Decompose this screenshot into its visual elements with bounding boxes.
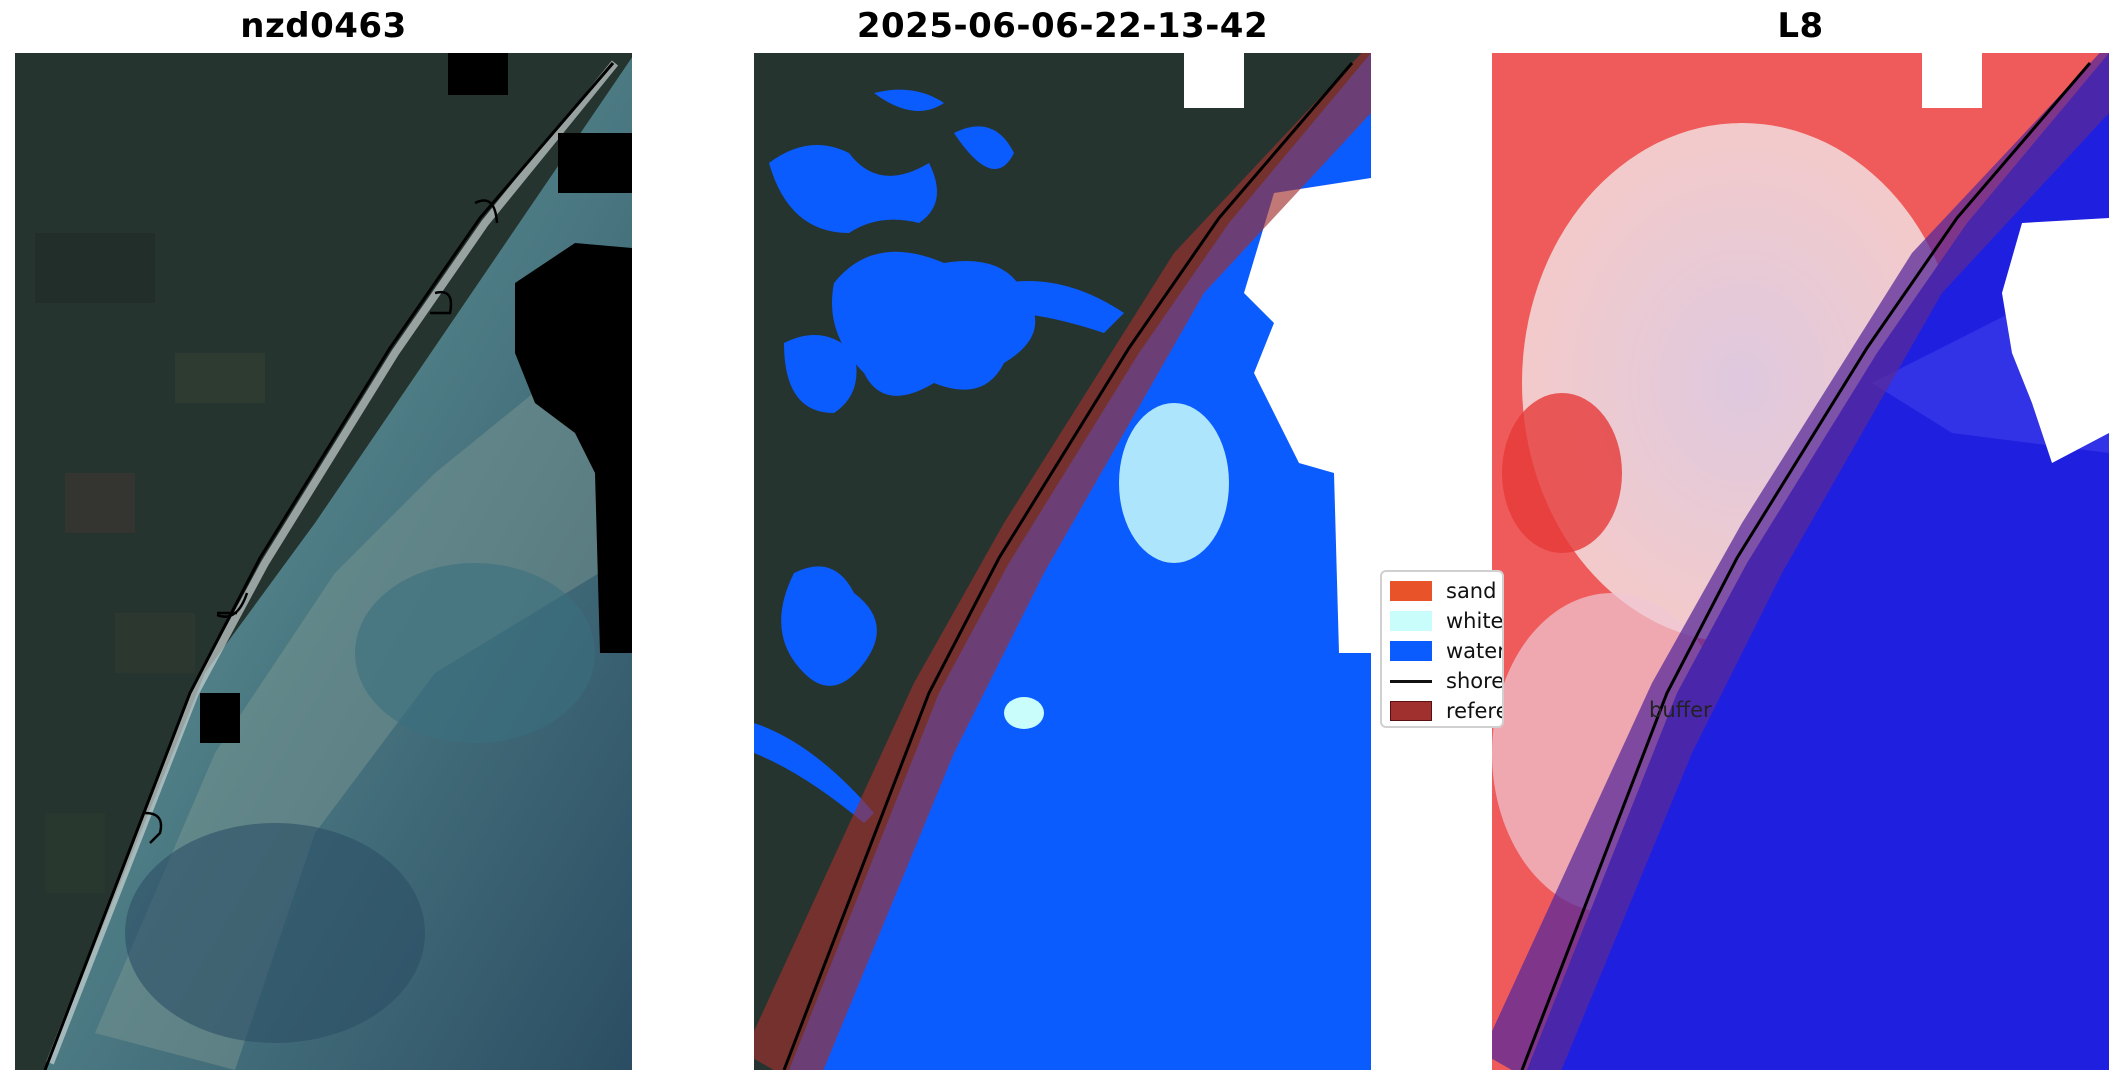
panel-title-index: L8: [1777, 6, 1824, 46]
buffer-label-overlay: buffer: [1649, 698, 1712, 722]
panel-title-rgb: nzd0463: [240, 6, 407, 46]
classified-image-panel: [754, 53, 1371, 1070]
legend-swatch: [1390, 701, 1432, 721]
panel-title-classified: 2025-06-06-22-13-42: [856, 6, 1269, 46]
legend-swatch: [1390, 641, 1432, 661]
rgb-image-panel: [15, 53, 632, 1070]
legend-label: shoreline: [1446, 669, 1504, 693]
legend-swatch: [1390, 581, 1432, 601]
legend-label: reference shoreline buffer: [1446, 699, 1502, 723]
legend-swatch: [1390, 611, 1432, 631]
legend-label: sand: [1446, 579, 1497, 603]
legend-item-shoreline: shoreline: [1390, 669, 1504, 693]
legend-item-reference-buffer: reference shoreline buffer: [1390, 699, 1502, 723]
legend-label: water: [1446, 639, 1504, 663]
legend-item-sand: sand: [1390, 579, 1497, 603]
classified-image: [754, 53, 1371, 1070]
legend-line: [1390, 679, 1432, 683]
index-image: [1492, 53, 2109, 1070]
index-image-panel: buffer: [1492, 53, 2109, 1070]
legend-item-water: water: [1390, 639, 1504, 663]
rgb-image: [15, 53, 632, 1070]
